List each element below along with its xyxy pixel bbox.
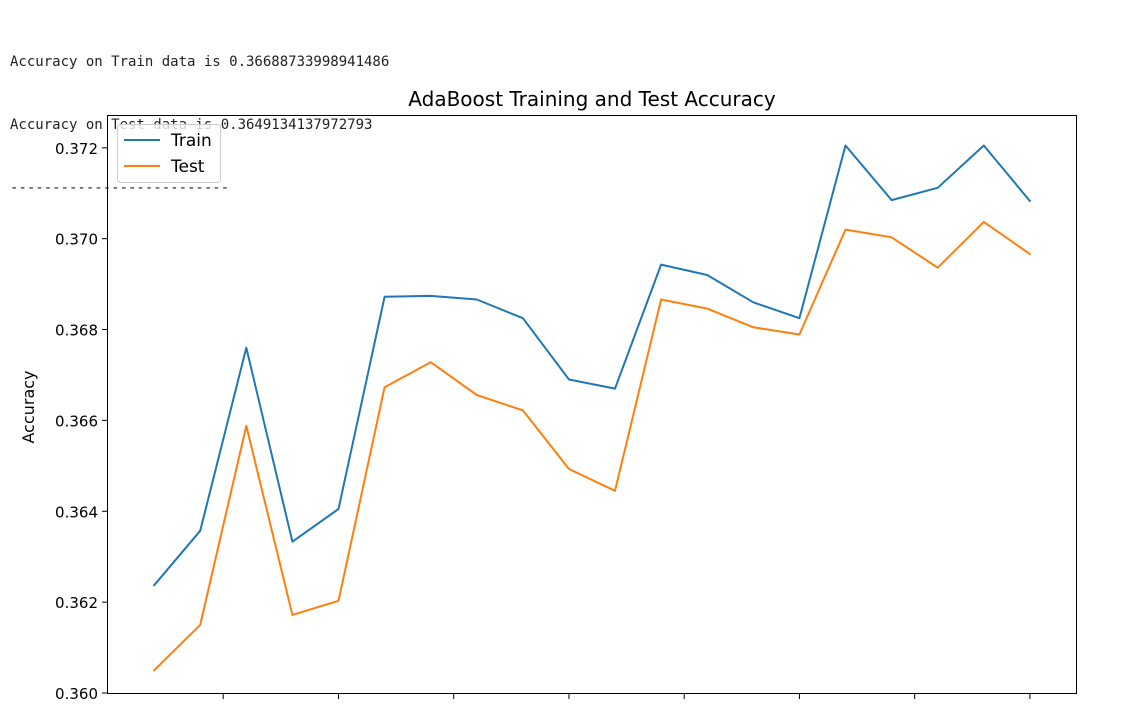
series-lines <box>153 144 1031 672</box>
output-line-train-accuracy: Accuracy on Train data is 0.366887339989… <box>10 54 390 70</box>
y-tick-label: 0.372 <box>55 140 98 158</box>
axes-ticks: 0.360 0.362 0.364 0.366 0.368 0.370 0.372 <box>55 140 1031 703</box>
chart-title: AdaBoost Training and Test Accuracy <box>408 87 776 111</box>
y-tick-label: 0.368 <box>55 322 98 340</box>
legend: Train Test <box>117 124 221 183</box>
series-line-test <box>153 220 1031 672</box>
y-tick-label: 0.364 <box>55 503 98 521</box>
y-tick-label: 0.366 <box>55 412 98 430</box>
plot-frame <box>107 115 1077 694</box>
series-line-train <box>153 144 1031 587</box>
output-line-separator: -------------------------- <box>10 180 230 196</box>
legend-label-test: Test <box>170 157 205 177</box>
y-tick-label: 0.360 <box>55 685 98 703</box>
y-axis-label: Accuracy <box>19 370 38 443</box>
legend-label-train: Train <box>170 131 212 151</box>
y-tick-label: 0.362 <box>55 594 98 612</box>
y-tick-label: 0.370 <box>55 231 98 249</box>
accuracy-line-chart: AdaBoost Training and Test Accuracy Accu… <box>19 87 1077 703</box>
